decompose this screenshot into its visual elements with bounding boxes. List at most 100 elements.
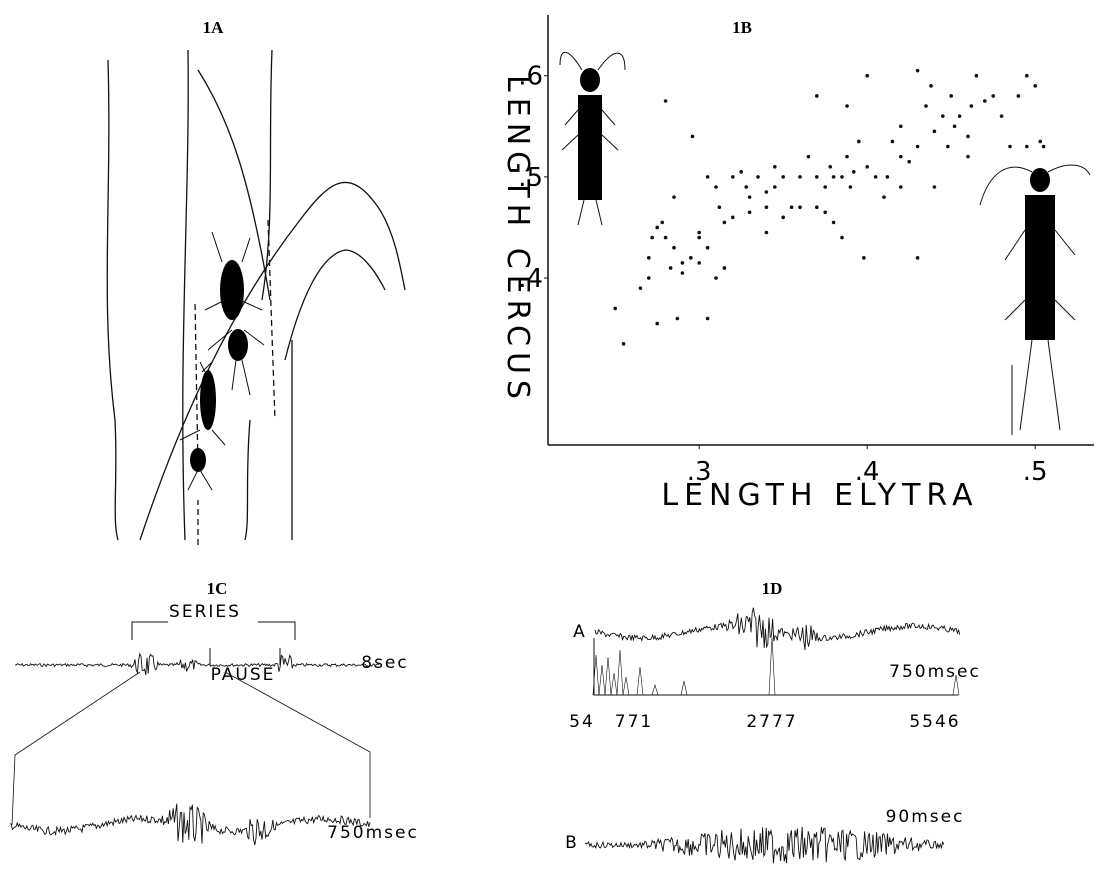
scatter-point bbox=[840, 235, 844, 240]
scatter-point bbox=[764, 205, 769, 210]
bracket bbox=[131, 621, 296, 640]
scatter-point bbox=[823, 210, 827, 215]
scatter-point bbox=[885, 175, 890, 179]
scatter-point bbox=[949, 94, 953, 98]
scatter-point bbox=[845, 154, 849, 159]
panel-label: 1C bbox=[207, 579, 228, 598]
scatter-point bbox=[890, 139, 895, 144]
scatter-point bbox=[932, 185, 937, 189]
grass-drawing bbox=[106, 49, 406, 545]
scatter-point bbox=[697, 261, 701, 265]
scatter-point bbox=[680, 261, 685, 265]
scatter-point bbox=[862, 256, 866, 260]
scatter-point bbox=[966, 134, 970, 139]
scatter-point bbox=[991, 94, 995, 98]
spike bbox=[622, 676, 630, 696]
scale-label: 8sec bbox=[361, 653, 408, 673]
scatter-point bbox=[798, 175, 802, 179]
scale-label: 750msec bbox=[889, 662, 981, 682]
x-tick-label: .4 bbox=[855, 457, 880, 487]
scatter-point bbox=[650, 235, 654, 240]
scatter-point bbox=[831, 220, 836, 225]
scatter-point bbox=[660, 220, 665, 225]
scatter-point bbox=[690, 134, 695, 139]
interval-label: 771 bbox=[615, 712, 653, 732]
scatter-point bbox=[764, 190, 769, 194]
spike bbox=[610, 672, 618, 696]
scatter-point bbox=[823, 185, 827, 189]
scatter-point bbox=[915, 144, 920, 149]
scatter-point bbox=[689, 256, 693, 260]
scatter-point bbox=[756, 175, 760, 179]
scatter-point bbox=[764, 230, 769, 235]
scatter-point bbox=[675, 316, 680, 321]
earwig-drawing bbox=[179, 231, 265, 491]
scatter-point bbox=[932, 129, 937, 134]
y-axis-title: LENGTH CERCUS bbox=[500, 75, 535, 405]
trace bbox=[594, 607, 961, 651]
scatter-point bbox=[974, 73, 979, 78]
scatter-point bbox=[899, 154, 903, 159]
y-tick-label: .5 bbox=[518, 163, 543, 193]
scatter-point bbox=[1016, 94, 1021, 98]
scatter-point bbox=[865, 73, 869, 78]
scatter-point bbox=[781, 175, 785, 179]
y-tick-label: .4 bbox=[518, 264, 543, 294]
spike bbox=[604, 656, 612, 696]
scatter-point bbox=[1041, 144, 1046, 149]
scatter-point bbox=[647, 256, 651, 260]
scatter-point bbox=[697, 230, 701, 235]
scatter-point bbox=[731, 215, 735, 220]
spike bbox=[651, 683, 659, 696]
spike bbox=[680, 680, 688, 696]
scatter-point bbox=[882, 195, 886, 199]
x-axis-title: LENGTH ELYTRA bbox=[661, 478, 978, 513]
spike bbox=[952, 674, 960, 696]
panel-label: 1A bbox=[203, 18, 225, 37]
y-tick-label: .6 bbox=[518, 62, 543, 92]
scatter-point bbox=[983, 99, 987, 103]
scatter-point bbox=[739, 170, 743, 174]
zoom-lines bbox=[11, 671, 371, 826]
scatter-point bbox=[714, 185, 718, 189]
scatter-point bbox=[946, 144, 950, 149]
scatter-point bbox=[798, 205, 802, 210]
spike bbox=[636, 666, 644, 696]
scatter-point bbox=[857, 139, 861, 144]
scatter-point bbox=[747, 210, 752, 215]
scatter-point bbox=[899, 185, 903, 189]
spike bbox=[616, 649, 624, 696]
earwig-inset bbox=[559, 52, 1091, 435]
panel-label: 1B bbox=[732, 18, 752, 37]
scatter-point bbox=[915, 68, 920, 73]
x-tick-label: .3 bbox=[687, 457, 712, 487]
spike bbox=[768, 636, 776, 696]
scatter-point bbox=[789, 205, 794, 210]
scale-label: 90msec bbox=[886, 807, 965, 827]
scatter-point bbox=[663, 99, 668, 103]
scatter-point bbox=[957, 114, 962, 118]
scatter-point bbox=[705, 175, 710, 179]
scatter-point bbox=[828, 164, 833, 169]
scatter-point bbox=[655, 225, 659, 230]
scatter-point bbox=[865, 164, 869, 169]
trace bbox=[584, 826, 945, 864]
scatter-point bbox=[773, 185, 777, 189]
scatter-point bbox=[717, 205, 722, 210]
scatter-point bbox=[722, 266, 727, 270]
scatter-point bbox=[655, 321, 659, 326]
scatter-point bbox=[815, 94, 819, 98]
trace-label: B bbox=[565, 833, 579, 853]
scatter-point bbox=[952, 124, 957, 129]
interval-label: 54 bbox=[569, 712, 595, 732]
scatter-point bbox=[899, 124, 903, 129]
spike bbox=[592, 654, 600, 696]
scatter-point bbox=[969, 104, 974, 108]
scatter-point bbox=[613, 306, 617, 311]
scatter-point bbox=[731, 175, 735, 179]
scatter-point bbox=[806, 154, 811, 159]
scatter-point bbox=[815, 205, 819, 210]
x-tick-label: .5 bbox=[1023, 457, 1048, 487]
scatter-point bbox=[966, 154, 970, 159]
